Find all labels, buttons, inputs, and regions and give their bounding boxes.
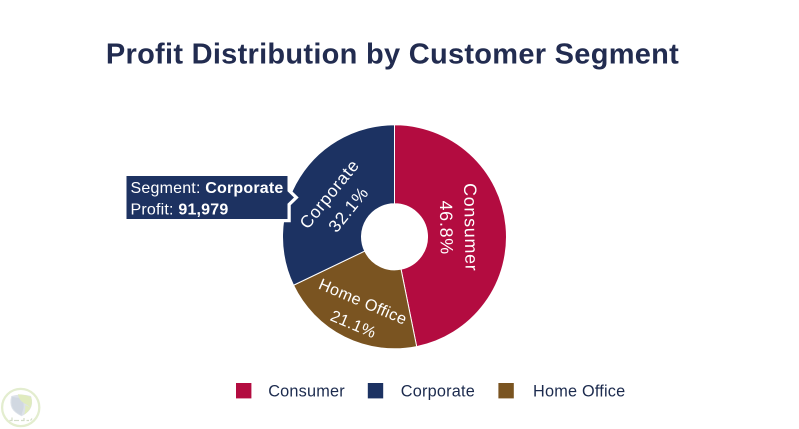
svg-text:Segment: Corporate: Segment: Corporate bbox=[131, 180, 284, 197]
svg-text:Consumer: Consumer bbox=[268, 382, 345, 400]
svg-text:46.8%: 46.8% bbox=[436, 200, 457, 255]
svg-text:Home Office: Home Office bbox=[533, 382, 625, 400]
svg-text:Consumer: Consumer bbox=[460, 183, 482, 272]
svg-text:Profit: 91,979: Profit: 91,979 bbox=[131, 201, 229, 218]
svg-text:Corporate: Corporate bbox=[401, 382, 475, 400]
svg-text:Profit Distribution by Custome: Profit Distribution by Customer Segment bbox=[106, 39, 679, 71]
